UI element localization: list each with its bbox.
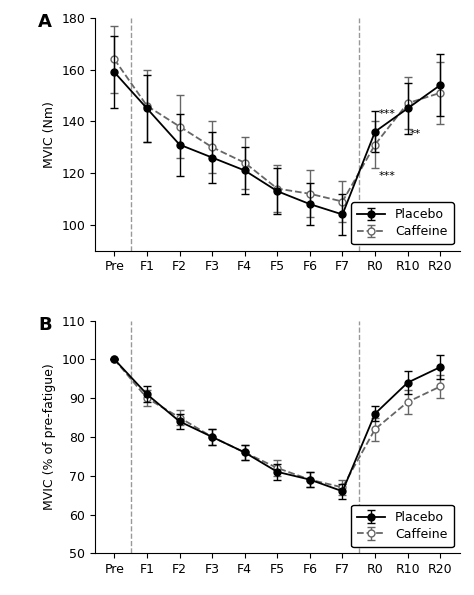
Y-axis label: MVIC (Nm): MVIC (Nm) [43, 101, 55, 168]
Legend: Placebo, Caffeine: Placebo, Caffeine [351, 202, 454, 245]
Text: A: A [38, 13, 52, 31]
Text: **: ** [409, 129, 420, 139]
Text: ***: *** [378, 108, 395, 118]
Text: ***: *** [378, 171, 395, 181]
Legend: Placebo, Caffeine: Placebo, Caffeine [351, 505, 454, 547]
Y-axis label: MVIC (% of pre-fatigue): MVIC (% of pre-fatigue) [43, 364, 55, 511]
Text: B: B [38, 316, 52, 334]
